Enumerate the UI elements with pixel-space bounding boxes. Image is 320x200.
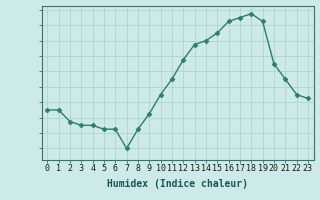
X-axis label: Humidex (Indice chaleur): Humidex (Indice chaleur)	[107, 179, 248, 189]
